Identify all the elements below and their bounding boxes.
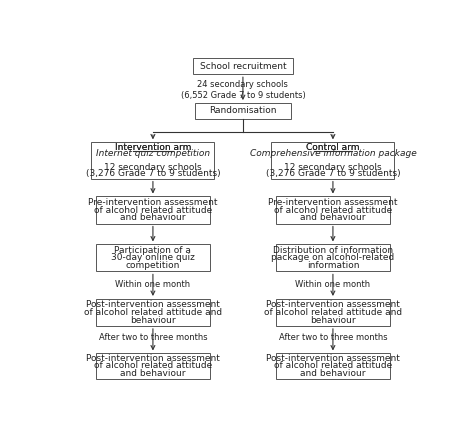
FancyBboxPatch shape [272,142,394,178]
Text: package on alcohol-related: package on alcohol-related [271,254,394,263]
Text: of alcohol related attitude and: of alcohol related attitude and [264,308,402,317]
FancyBboxPatch shape [96,299,210,326]
Text: (3,276 Grade 7 to 9 students): (3,276 Grade 7 to 9 students) [265,169,400,178]
Text: Control arm: Control arm [306,143,360,152]
Text: After two to three months: After two to three months [99,333,207,342]
Text: Pre-intervention assessment: Pre-intervention assessment [268,198,398,207]
Text: Distribution of information: Distribution of information [273,246,393,255]
FancyBboxPatch shape [96,196,210,224]
Text: After two to three months: After two to three months [279,333,387,342]
FancyBboxPatch shape [96,245,210,272]
Text: and behaviour: and behaviour [300,213,365,222]
Text: 30-day online quiz: 30-day online quiz [111,254,195,263]
Text: Participation of a: Participation of a [115,246,191,255]
FancyBboxPatch shape [96,353,210,378]
Text: Randomisation: Randomisation [209,106,277,115]
FancyBboxPatch shape [276,299,390,326]
Text: 12 secondary schools: 12 secondary schools [104,163,202,172]
Text: (3,276 Grade 7 to 9 students): (3,276 Grade 7 to 9 students) [86,169,220,178]
Text: of alcohol related attitude and: of alcohol related attitude and [84,308,222,317]
Text: and behaviour: and behaviour [120,213,186,222]
Text: and behaviour: and behaviour [300,369,365,378]
Text: School recruitment: School recruitment [200,62,286,71]
Text: Control arm: Control arm [306,143,360,152]
Text: 24 secondary schools
(6,552 Grade 7 to 9 students): 24 secondary schools (6,552 Grade 7 to 9… [181,80,305,100]
FancyBboxPatch shape [276,353,390,378]
Text: behaviour: behaviour [130,316,176,325]
Text: Comprehensive information package: Comprehensive information package [249,149,416,158]
Text: Pre-intervention assessment: Pre-intervention assessment [88,198,218,207]
Text: of alcohol related attitude: of alcohol related attitude [274,205,392,214]
Text: of alcohol related attitude: of alcohol related attitude [94,205,212,214]
Text: Post-intervention assessment: Post-intervention assessment [86,354,220,363]
Text: of alcohol related attitude: of alcohol related attitude [274,362,392,371]
Text: 12 secondary schools: 12 secondary schools [284,163,382,172]
Text: and behaviour: and behaviour [120,369,186,378]
FancyBboxPatch shape [276,196,390,224]
Text: Post-intervention assessment: Post-intervention assessment [266,300,400,309]
Text: behaviour: behaviour [310,316,356,325]
FancyBboxPatch shape [276,245,390,272]
Text: information: information [307,261,359,270]
Text: Within one month: Within one month [295,280,371,289]
FancyBboxPatch shape [193,58,292,74]
FancyBboxPatch shape [91,142,214,178]
Text: Within one month: Within one month [115,280,191,289]
FancyBboxPatch shape [195,103,291,119]
Text: Post-intervention assessment: Post-intervention assessment [86,300,220,309]
Text: of alcohol related attitude: of alcohol related attitude [94,362,212,371]
Text: Intervention arm: Intervention arm [115,143,191,152]
Text: Post-intervention assessment: Post-intervention assessment [266,354,400,363]
Text: competition: competition [126,261,180,270]
Text: Internet quiz competition: Internet quiz competition [96,149,210,158]
Text: Intervention arm: Intervention arm [115,143,191,152]
